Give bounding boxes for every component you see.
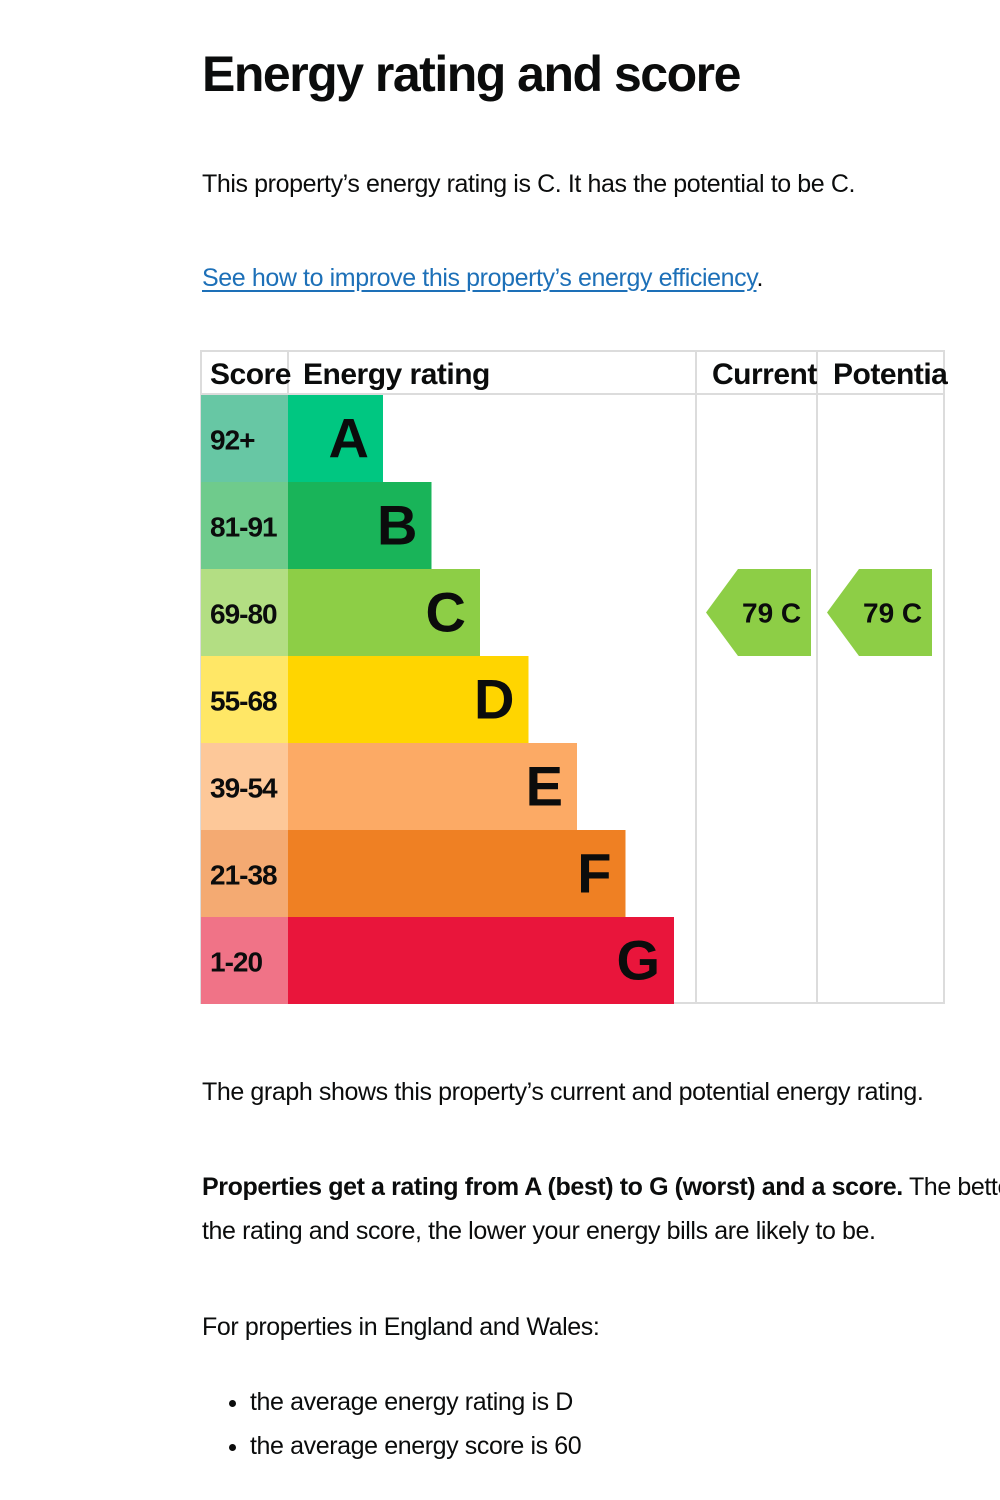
- rating-letter-g: G: [616, 929, 660, 992]
- rating-bar-a: [288, 395, 383, 482]
- score-range-e: 39-54: [210, 773, 278, 804]
- potential-rating-arrow: [827, 569, 932, 656]
- header-current: Current: [712, 358, 817, 391]
- score-cell-a: [201, 395, 288, 482]
- list-item: the average energy rating is D: [250, 1380, 581, 1424]
- rating-letter-b: B: [377, 494, 417, 557]
- improve-efficiency-link[interactable]: See how to improve this property’s energ…: [202, 264, 757, 292]
- rating-letter-f: F: [577, 842, 611, 905]
- rating-bar-c: [288, 569, 480, 656]
- rating-bar-f: [288, 830, 626, 917]
- rating-bar-e: [288, 743, 577, 830]
- score-range-d: 55-68: [210, 686, 277, 717]
- score-cell-c: [201, 569, 288, 656]
- potential-rating-label: 79 C: [863, 598, 922, 629]
- improve-link-suffix: .: [756, 264, 764, 292]
- rating-bar-b: [288, 482, 432, 569]
- averages-intro: For properties in England and Wales:: [202, 1313, 600, 1341]
- header-potential: Potential: [833, 358, 948, 391]
- current-rating-label: 79 C: [742, 598, 801, 629]
- rating-letter-e: E: [526, 755, 563, 818]
- rating-letter-c: C: [426, 581, 466, 644]
- ratings-explanation-bold: Properties get a rating from A (best) to…: [202, 1173, 903, 1201]
- score-cell-e: [201, 743, 288, 830]
- improve-paragraph: See how to improve this property’s energ…: [202, 256, 763, 300]
- rating-bar-d: [288, 656, 529, 743]
- rating-bar-g: [288, 917, 674, 1004]
- rating-summary: This property’s energy rating is C. It h…: [202, 170, 856, 198]
- rating-letter-d: D: [474, 668, 514, 731]
- graph-caption: The graph shows this property’s current …: [202, 1078, 924, 1106]
- score-range-c: 69-80: [210, 599, 277, 630]
- page-title: Energy rating and score: [202, 46, 741, 102]
- score-range-a: 92+: [210, 425, 255, 456]
- score-range-g: 1-20: [210, 947, 262, 978]
- score-cell-g: [201, 917, 288, 1004]
- current-rating-arrow: [706, 569, 811, 656]
- ratings-explanation: Properties get a rating from A (best) to…: [202, 1165, 1000, 1253]
- score-range-f: 21-38: [210, 860, 277, 891]
- energy-rating-chart: Score Energy rating Current Potential 92+ A 81…: [200, 350, 948, 1004]
- list-item: the average energy score is 60: [250, 1424, 582, 1468]
- header-score: Score: [210, 358, 291, 391]
- rating-letter-a: A: [329, 407, 369, 470]
- ratings-explanation-line-2: the rating and score, the lower your ene…: [202, 1217, 876, 1245]
- score-cell-f: [201, 830, 288, 917]
- score-range-b: 81-91: [210, 512, 277, 543]
- score-cell-d: [201, 656, 288, 743]
- header-energy-rating: Energy rating: [303, 358, 490, 391]
- score-cell-b: [201, 482, 288, 569]
- ratings-explanation-rest: The better: [908, 1173, 1000, 1201]
- averages-list: the average energy rating is D the avera…: [202, 1380, 582, 1468]
